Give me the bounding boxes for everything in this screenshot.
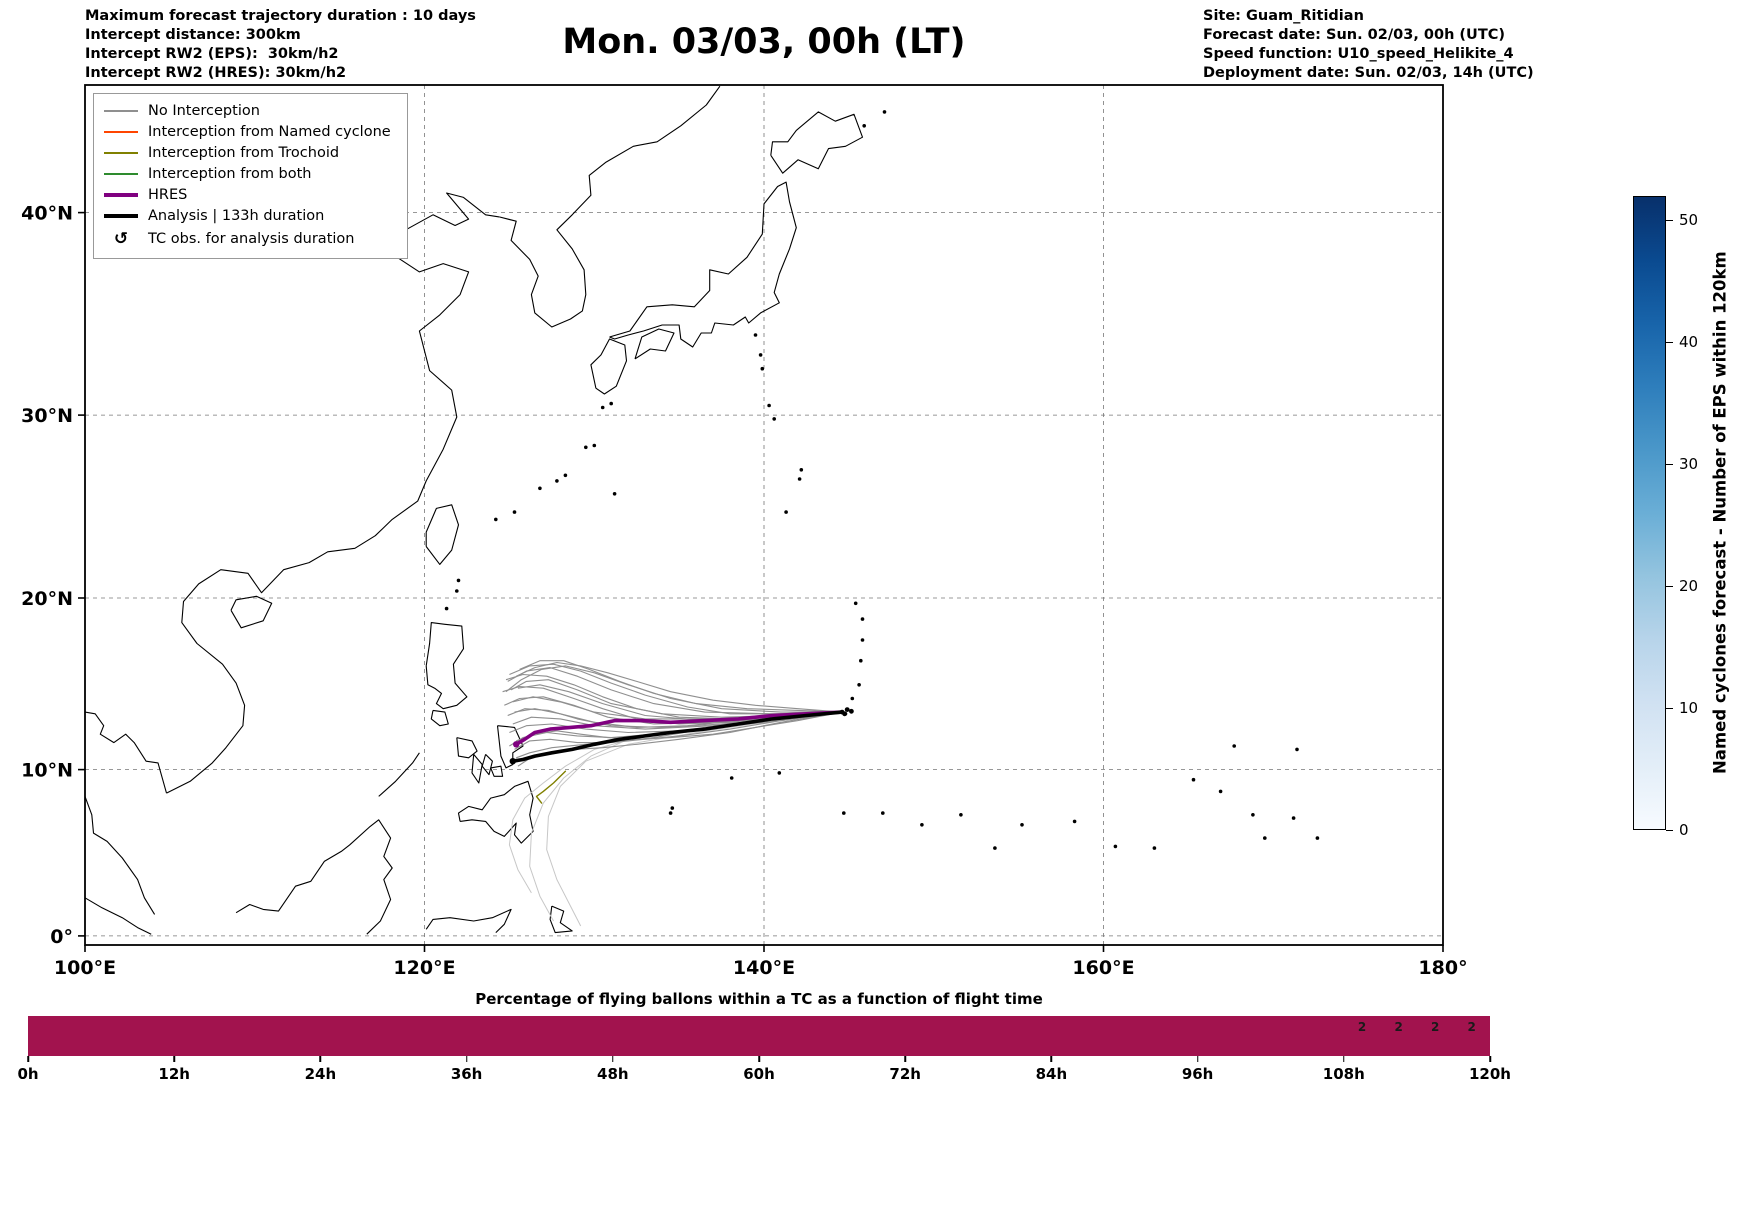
colorbar-tickmark	[1666, 585, 1673, 588]
hour-tick-label: 72h	[889, 1065, 921, 1083]
colorbar-tickmark	[1666, 341, 1673, 344]
colorbar-label: Named cyclones forecast - Number of EPS …	[1710, 251, 1730, 775]
colorbar-tickmark	[1666, 463, 1673, 466]
legend-item-label: Interception from Trochoid	[148, 145, 340, 161]
site-text: Site: Guam_Ritidian	[1203, 8, 1364, 24]
hour-tick-label: 60h	[743, 1065, 775, 1083]
deployment-site-marker	[842, 711, 847, 717]
colorbar-tick-label: 50	[1679, 211, 1699, 230]
svg-text:0°: 0°	[50, 926, 73, 948]
hour-tickmark	[612, 1056, 614, 1062]
tc-count-annotation: 2	[1430, 1020, 1440, 1034]
hour-tick-label: 0h	[17, 1065, 39, 1083]
hour-tickmark	[27, 1056, 29, 1062]
analysis-133h-duration-trajectory	[510, 710, 844, 763]
named-cyclone-line	[104, 131, 138, 133]
max-duration-text: Maximum forecast trajectory duration : 1…	[85, 8, 476, 24]
svg-text:120°E: 120°E	[393, 957, 455, 979]
hour-tick-label: 48h	[597, 1065, 629, 1083]
hour-tick-label: 108h	[1322, 1065, 1365, 1083]
colorbar: 0 10 20 30 40 50	[1633, 196, 1698, 839]
main-trajectories	[509, 707, 854, 804]
tc-count-annotation: 2	[1357, 1020, 1367, 1034]
hour-tickmark	[465, 1056, 468, 1062]
deployment-date-text: Deployment date: Sun. 02/03, 14h (UTC)	[1203, 65, 1534, 82]
colorbar-tick-label: 30	[1679, 455, 1699, 474]
hour-tickmark	[1343, 1056, 1345, 1062]
legend-item-tc-obs: ↺ TC obs. for analysis duration	[104, 229, 391, 249]
legend-item-label: Interception from both	[148, 166, 312, 182]
hour-tick-label: 12h	[158, 1065, 190, 1083]
deployment-site-marker	[849, 708, 854, 714]
trochoid-line	[104, 152, 138, 154]
tc-count-annotation: 2	[1394, 1020, 1403, 1034]
svg-text:180°: 180°	[1418, 957, 1467, 979]
svg-text:100°E: 100°E	[54, 957, 116, 979]
hour-tick-label: 120h	[1469, 1065, 1511, 1083]
map-axes: 100°E 120°E 140°E 160°E 180° 0° 10°N 20°N 30°N 40…	[21, 84, 1468, 979]
legend-item-hres: HRES	[104, 187, 391, 203]
legend-item-label: HRES	[148, 187, 188, 203]
legend-item-label: Interception from Named cyclone	[148, 124, 391, 140]
speed-function-text: Speed function: U10_speed_Helikite_4	[1203, 46, 1514, 63]
forecast-parameters: Maximum forecast trajectory duration : 1…	[85, 7, 476, 84]
hres-trajectory	[514, 710, 844, 747]
legend-item-analysis: Analysis | 133h duration	[104, 208, 391, 224]
legend-item-named-cyclone: Interception from Named cyclone	[104, 124, 391, 140]
intercept-rw2-hres-text: Intercept RW2 (HRES): 30km/h2	[85, 65, 347, 82]
colorbar-tickmark	[1666, 707, 1673, 710]
flight-time-bar-chart: 0h 12h 24h 36h 48h 60h 72h 84h 96h 108h 120h 2 2 2 2	[17, 1016, 1511, 1083]
svg-text:160°E: 160°E	[1072, 957, 1134, 979]
no-interception-line	[104, 110, 138, 112]
tc-count-annotation: 2	[1467, 1020, 1476, 1034]
ensemble-trajectories	[502, 660, 843, 927]
legend-item-label: No Interception	[148, 103, 260, 119]
analysis-line	[104, 214, 138, 218]
deployment-site-marker	[844, 707, 850, 712]
map-legend: No Interception Interception from Named …	[93, 93, 408, 259]
legend-item-both: Interception from both	[104, 166, 391, 182]
hour-tickmark	[319, 1056, 322, 1062]
svg-text:20°N: 20°N	[21, 588, 73, 610]
intercept-distance-text: Intercept distance: 300km	[85, 27, 301, 44]
both-interception-line	[104, 173, 138, 175]
svg-text:140°E: 140°E	[733, 957, 795, 979]
legend-item-label: Analysis | 133h duration	[148, 208, 325, 224]
colorbar-tick-label: 40	[1679, 333, 1699, 352]
hour-tick-label: 96h	[1181, 1065, 1214, 1083]
tc-obs-symbol-icon: ↺	[113, 229, 129, 249]
colorbar-tick-label: 0	[1679, 821, 1689, 839]
trajectory-map: 100°E 120°E 140°E 160°E 180° 0° 10°N 20°N 30°N 40…	[21, 84, 1468, 979]
hour-tickmark	[173, 1056, 175, 1062]
colorbar-tick-label: 10	[1679, 699, 1699, 718]
legend-item-no-interception: No Interception	[104, 103, 391, 119]
colorbar-tick-label: 20	[1679, 577, 1699, 596]
colorbar-tickmark	[1666, 219, 1673, 222]
figure-title: Mon. 03/03, 00h (LT)	[562, 22, 966, 62]
tc-percentage-bar	[28, 1016, 1490, 1056]
forecast-date-text: Forecast date: Sun. 02/03, 00h (UTC)	[1203, 27, 1505, 44]
intercept-rw2-eps-text: Intercept RW2 (EPS): 30km/h2	[85, 46, 339, 63]
bottom-chart-title: Percentage of flying ballons within a TC…	[475, 990, 1043, 1008]
hour-tickmark	[904, 1056, 906, 1062]
hour-tickmark	[1196, 1056, 1199, 1062]
hour-tick-label: 24h	[304, 1065, 337, 1083]
hour-tickmark	[758, 1056, 760, 1062]
site-info: Site: Guam_Ritidian Forecast date: Sun. …	[1203, 7, 1534, 84]
interception-from-trochoid-trajectory	[535, 770, 567, 804]
legend-item-trochoid: Interception from Trochoid	[104, 145, 391, 161]
colorbar-tickmark	[1666, 829, 1673, 831]
hour-tick-label: 36h	[450, 1065, 483, 1083]
legend-item-label: TC obs. for analysis duration	[148, 231, 355, 247]
svg-text:40°N: 40°N	[21, 203, 73, 225]
hour-tickmark	[1050, 1056, 1053, 1062]
colorbar-gradient	[1633, 196, 1666, 830]
svg-text:10°N: 10°N	[21, 760, 73, 782]
svg-text:30°N: 30°N	[21, 405, 73, 427]
hres-line	[104, 193, 138, 197]
hour-tickmark	[1489, 1056, 1491, 1062]
hour-tick-label: 84h	[1035, 1065, 1068, 1083]
